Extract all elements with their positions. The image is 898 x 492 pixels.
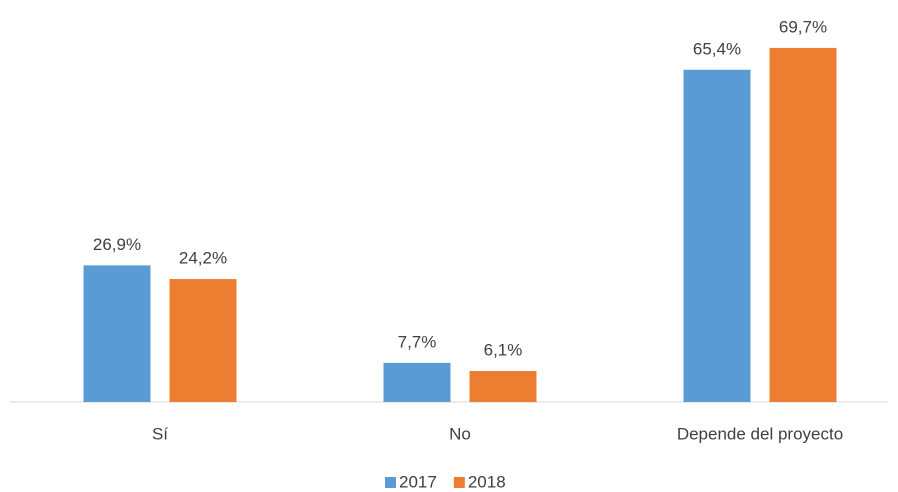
data-label: 24,2% <box>179 249 227 268</box>
data-label: 26,9% <box>93 235 141 254</box>
legend-swatch <box>453 477 465 488</box>
legend-label: 2018 <box>468 472 506 491</box>
data-label: 69,7% <box>779 17 827 36</box>
bar <box>383 362 451 402</box>
bar <box>469 371 537 402</box>
bar <box>83 265 151 402</box>
data-label: 6,1% <box>484 340 523 359</box>
bar <box>169 279 237 402</box>
bar <box>769 47 837 402</box>
legend-swatch <box>385 477 396 488</box>
x-tick-label: Sí <box>152 424 168 443</box>
x-tick-label: Depende del proyecto <box>677 424 843 443</box>
data-label: 65,4% <box>693 39 741 58</box>
x-tick-label: No <box>449 424 471 443</box>
bar <box>683 69 751 402</box>
legend-label: 2017 <box>399 472 437 491</box>
data-label: 7,7% <box>398 332 437 351</box>
